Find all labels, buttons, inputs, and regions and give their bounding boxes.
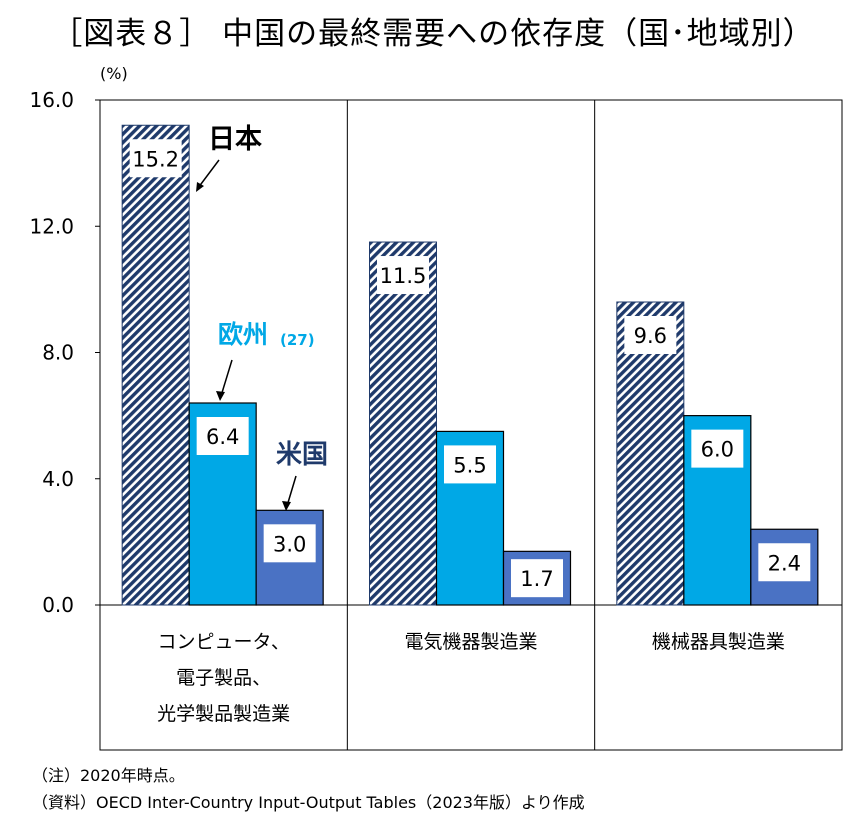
category-label: 電子製品、 — [176, 667, 271, 689]
legend-arrowhead-japan — [196, 182, 204, 192]
y-axis-unit: (%) — [100, 64, 128, 83]
data-label: 11.5 — [380, 264, 427, 288]
data-label-box — [263, 524, 316, 563]
chart-title: ［図表８］ 中国の最終需要への依存度（国･地域別） — [51, 16, 815, 52]
data-label: 2.4 — [768, 551, 801, 575]
data-label-box — [758, 543, 811, 582]
y-tick-label: 0.0 — [42, 593, 74, 617]
category-label: コンピュータ、 — [157, 631, 289, 653]
y-tick-label: 12.0 — [29, 214, 74, 238]
data-label: 9.6 — [634, 324, 667, 348]
legend-label-japan: 日本 — [208, 124, 262, 155]
data-label-box — [377, 256, 429, 295]
legend-arrowhead-europe — [216, 391, 225, 401]
legend-arrow-japan — [197, 159, 220, 189]
bar — [121, 124, 190, 606]
data-label: 6.0 — [701, 438, 734, 462]
data-label-box — [196, 417, 249, 455]
legend-label-europe: 欧州 — [218, 320, 268, 349]
data-label: 5.5 — [453, 453, 486, 477]
category-label: 光学製品製造業 — [157, 703, 290, 725]
legend-arrow-europe — [220, 359, 233, 397]
data-label: 15.2 — [132, 147, 179, 171]
legend-arrowhead-us — [282, 501, 291, 511]
category-label: 機械器具製造業 — [652, 631, 785, 653]
data-label-box — [444, 445, 496, 484]
data-label-box — [691, 429, 744, 468]
legend-label-europe-suffix: (27) — [280, 331, 315, 349]
y-tick-label: 16.0 — [29, 88, 74, 112]
plot-frame — [99, 99, 843, 751]
data-label-box — [511, 559, 563, 598]
note-text: （注）2020年時点。 — [32, 766, 185, 785]
category-label: 電気機器製造業 — [404, 631, 537, 653]
y-tick-label: 4.0 — [42, 467, 74, 491]
data-label-box — [624, 316, 677, 354]
data-label-box — [129, 139, 182, 178]
legend-label-us: 米国 — [276, 440, 328, 470]
legend-arrow-us — [286, 475, 297, 507]
data-label: 6.4 — [206, 425, 239, 449]
data-label: 3.0 — [273, 532, 306, 556]
y-tick-label: 8.0 — [42, 341, 74, 365]
data-label: 1.7 — [520, 567, 553, 591]
bar — [369, 241, 437, 606]
source-text: （資料）OECD Inter-Country Input-Output Tabl… — [32, 793, 585, 812]
